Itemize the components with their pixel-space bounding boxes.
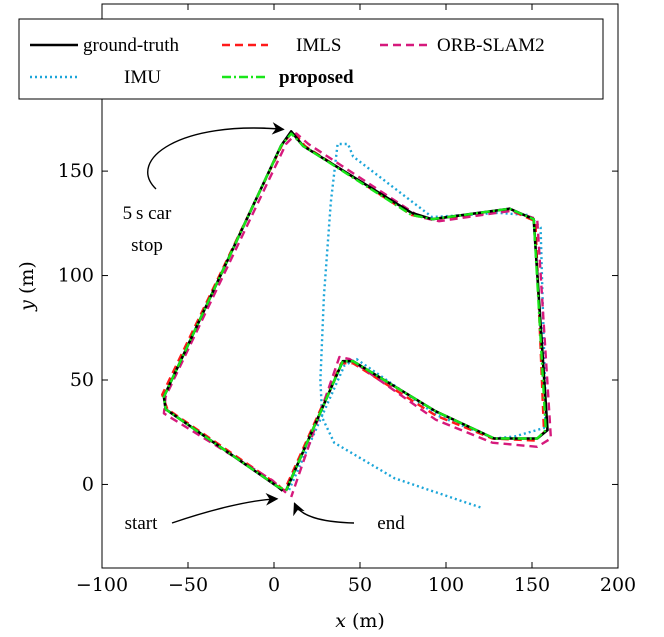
legend-entry-imu: IMU bbox=[30, 67, 161, 88]
series-line-proposed bbox=[162, 132, 547, 492]
x-tick-label: 50 bbox=[348, 574, 372, 596]
x-tick-label: 200 bbox=[600, 574, 636, 596]
arrow-start bbox=[171, 493, 279, 524]
y-tick-label: 150 bbox=[58, 160, 94, 182]
annotations bbox=[147, 122, 355, 524]
series-layer bbox=[161, 130, 553, 509]
legend-entry-imls: IMLS bbox=[222, 35, 341, 56]
y-axis-label: y (m) bbox=[16, 261, 38, 312]
x-axis-label: x (m) bbox=[335, 610, 385, 632]
legend-label-orb-slam2: ORB-SLAM2 bbox=[437, 35, 545, 56]
legend-box bbox=[18, 18, 604, 100]
y-tick-label: 0 bbox=[82, 473, 94, 495]
legend-entry-ground-truth: ground-truth bbox=[30, 35, 180, 56]
y-tick-label: 100 bbox=[58, 265, 94, 287]
annotation-end: end bbox=[377, 513, 405, 534]
series-line-imls bbox=[161, 130, 546, 492]
legend-label-imls: IMLS bbox=[296, 35, 341, 56]
legend-label-ground-truth: ground-truth bbox=[83, 35, 180, 56]
arrow-car-stop bbox=[147, 122, 285, 190]
legend-label-proposed: proposed bbox=[279, 67, 354, 88]
x-tick-label: −100 bbox=[76, 574, 128, 596]
axis-ticks: −100 −50 0 50 100 150 200 0 50 100 150 bbox=[58, 4, 636, 596]
x-tick-label: 100 bbox=[428, 574, 464, 596]
x-tick-label: 0 bbox=[268, 574, 280, 596]
arrow-end bbox=[293, 502, 355, 524]
legend-label-imu: IMU bbox=[124, 67, 161, 88]
legend: ground-truth IMLS ORB-SLAM2 IMU proposed bbox=[18, 18, 604, 100]
annotation-car-stop-line1: 5 s car bbox=[123, 203, 172, 224]
legend-entry-proposed: proposed bbox=[222, 67, 354, 88]
annotation-car-stop-line2: stop bbox=[131, 235, 163, 256]
annotation-start: start bbox=[125, 513, 158, 534]
series-line-orb-slam2 bbox=[162, 132, 553, 498]
legend-entry-orb-slam2: ORB-SLAM2 bbox=[380, 35, 545, 56]
series-line-imu bbox=[286, 142, 547, 509]
x-tick-label: −50 bbox=[168, 574, 208, 596]
y-tick-label: 50 bbox=[70, 369, 94, 391]
x-tick-label: 150 bbox=[514, 574, 550, 596]
